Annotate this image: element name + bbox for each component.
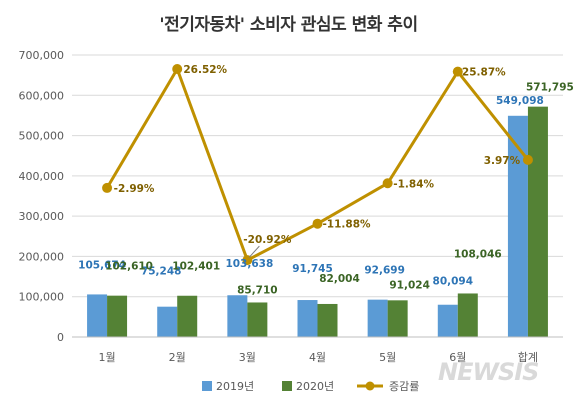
bar-label-2020년-2월: 102,401 bbox=[172, 261, 220, 273]
y-tick-label: 600,000 bbox=[19, 89, 65, 102]
x-tick-label: 5월 bbox=[379, 351, 396, 364]
growth-point-3월 bbox=[242, 255, 253, 266]
legend-label-2019: 2019년 bbox=[216, 380, 254, 393]
x-tick-label: 4월 bbox=[309, 351, 326, 364]
bar-2020년-6월 bbox=[457, 293, 478, 337]
bar-2019년-4월 bbox=[297, 300, 318, 337]
bar-label-2020년-6월: 108,046 bbox=[454, 248, 502, 260]
x-tick-label: 6월 bbox=[449, 351, 466, 364]
legend-swatch-2019 bbox=[202, 381, 212, 391]
bar-label-2020년-합계: 571,795 bbox=[526, 82, 574, 94]
newsis-watermark: NEWSIS bbox=[438, 358, 539, 386]
bar-2019년-합계 bbox=[507, 115, 528, 337]
bar-2019년-6월 bbox=[437, 304, 458, 337]
growth-point-합계 bbox=[522, 154, 533, 165]
growth-point-4월 bbox=[312, 218, 323, 229]
growth-point-5월 bbox=[382, 178, 393, 189]
y-axis: 0 100,000 200,000 300,000 400,000 500,000 600,… bbox=[19, 49, 65, 344]
legend-label-growth: 증감률 bbox=[389, 380, 419, 393]
x-axis: 1월 2월 3월 4월 5월 6월 합계 bbox=[72, 336, 563, 364]
bar-label-2019년-4월: 91,745 bbox=[292, 263, 333, 275]
growth-label-4월: -11.88% bbox=[322, 219, 371, 231]
growth-line-path bbox=[105, 67, 530, 262]
legend-swatch-2020 bbox=[282, 381, 292, 391]
x-tick-label: 합계 bbox=[518, 351, 538, 364]
bar-label-2019년-3월: 103,638 bbox=[225, 258, 273, 270]
growth-label-3월: -20.92% bbox=[243, 234, 292, 246]
bar-2020년-1월 bbox=[107, 295, 128, 337]
bar-2019년-1월 bbox=[87, 294, 108, 337]
growth-point-2월 bbox=[172, 64, 183, 75]
x-tick-label: 1월 bbox=[99, 351, 116, 364]
y-tick-label: 200,000 bbox=[19, 250, 65, 263]
label-leader-line bbox=[248, 245, 260, 258]
bar-label-2019년-합계: 549,098 bbox=[496, 95, 544, 107]
x-tick-label: 3월 bbox=[239, 351, 256, 364]
growth-point-6월 bbox=[452, 66, 463, 77]
growth-label-6월: 25.87% bbox=[462, 67, 506, 79]
growth-label-합계: 3.97% bbox=[484, 155, 521, 167]
chart-title: '전기자동차' 소비자 관심도 변화 추이 bbox=[159, 15, 418, 35]
bars bbox=[87, 106, 548, 337]
bar-value-labels: 105,674 75,248 103,638 91,745 92,699 80,094 54… bbox=[78, 82, 574, 297]
bar-label-2019년-5월: 92,699 bbox=[364, 265, 405, 277]
legend-marker-growth bbox=[365, 381, 375, 391]
bar-label-2019년-2월: 75,248 bbox=[141, 266, 182, 278]
y-tick-label: 500,000 bbox=[19, 130, 65, 143]
bar-2019년-3월 bbox=[227, 295, 248, 337]
bar-2020년-3월 bbox=[247, 302, 268, 337]
growth-labels: -2.99% 26.52% -20.92% -11.88% -1.84% 25.87% 3.… bbox=[114, 64, 521, 258]
y-tick-label: 100,000 bbox=[19, 291, 65, 304]
legend-label-2020: 2020년 bbox=[296, 380, 334, 393]
bar-label-2020년-5월: 91,024 bbox=[389, 279, 430, 291]
y-tick-label: 400,000 bbox=[19, 170, 65, 183]
growth-line bbox=[102, 64, 533, 266]
bar-label-2020년-4월: 82,004 bbox=[319, 273, 360, 285]
bar-label-2019년-1월: 105,674 bbox=[78, 259, 126, 271]
bar-label-2020년-3월: 85,710 bbox=[237, 284, 278, 296]
bar-2020년-5월 bbox=[387, 300, 408, 337]
growth-label-5월: -1.84% bbox=[393, 178, 434, 190]
growth-point-1월 bbox=[102, 182, 113, 193]
bar-2020년-2월 bbox=[177, 295, 198, 337]
y-tick-label: 0 bbox=[57, 331, 64, 344]
bar-2019년-5월 bbox=[367, 299, 388, 337]
bar-label-2019년-6월: 80,094 bbox=[433, 276, 474, 288]
growth-label-2월: 26.52% bbox=[183, 64, 227, 76]
x-tick-label: 2월 bbox=[169, 351, 186, 364]
y-tick-label: 700,000 bbox=[19, 49, 65, 62]
gridlines bbox=[72, 54, 563, 338]
legend: 2019년 2020년 증감률 bbox=[202, 380, 419, 393]
growth-label-1월: -2.99% bbox=[114, 183, 155, 195]
bar-2020년-합계 bbox=[527, 106, 548, 337]
bar-2019년-2월 bbox=[157, 306, 178, 337]
bar-label-2020년-1월: 102,610 bbox=[105, 261, 153, 273]
y-tick-label: 300,000 bbox=[19, 210, 65, 223]
bar-2020년-4월 bbox=[317, 303, 338, 337]
